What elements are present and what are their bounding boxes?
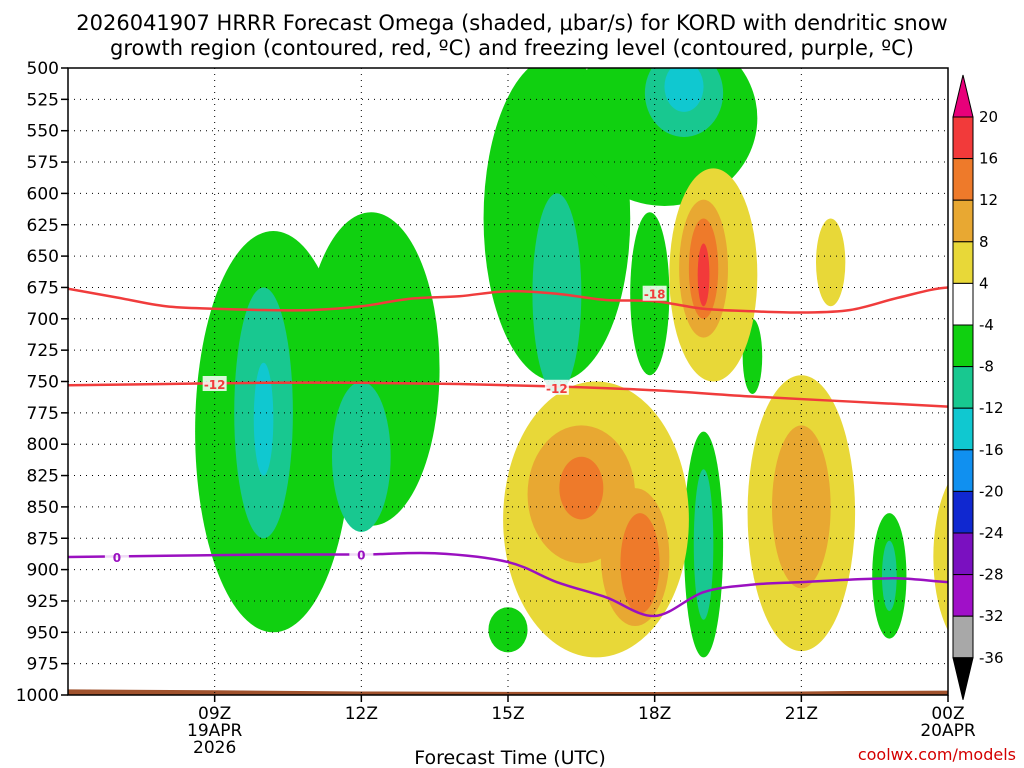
chart-title-line-1: 2026041907 HRRR Forecast Omega (shaded, … <box>76 11 947 35</box>
omega-region-neg12 <box>664 68 704 112</box>
y-tick-label: 625 <box>27 216 59 236</box>
x-tick-label: 00Z <box>931 704 964 724</box>
y-tick-label: 650 <box>27 247 59 267</box>
colorbar-segment <box>952 324 974 368</box>
x-tick-label: 20APR <box>920 721 976 741</box>
omega-colorbar: 20 16 12 8 4 -4 -8 -12 -16 -20 -24 -28 -32 -36 <box>952 74 1004 700</box>
temperature-contours: -18 -12 -12 0 0 <box>68 285 948 618</box>
contour-label-dgz-top: -18 <box>644 288 666 302</box>
x-axis-label: Forecast Time (UTC) <box>414 747 605 768</box>
colorbar-label: -36 <box>979 649 1004 667</box>
colorbar-label: -24 <box>979 524 1004 542</box>
pressure-axis: 500 525 550 575 600 625 650 675 700 725 750 775 800 8… <box>16 59 68 706</box>
y-tick-label: 875 <box>27 529 59 549</box>
y-tick-label: 550 <box>27 122 59 142</box>
omega-region-pos4 <box>816 218 846 307</box>
omega-shading <box>195 68 948 658</box>
y-tick-label: 950 <box>27 623 59 643</box>
credit-text: coolwx.com/models <box>858 745 1016 764</box>
contour-label-bg <box>349 546 374 562</box>
colorbar-segment <box>952 532 974 576</box>
colorbar-segment <box>952 241 974 284</box>
colorbar-label: 4 <box>979 274 989 292</box>
colorbar-segment <box>952 615 974 659</box>
y-tick-label: 725 <box>27 341 59 361</box>
colorbar-segment <box>952 282 974 326</box>
omega-region-pos12 <box>620 513 660 614</box>
contour-label-dgz-bottom: -12 <box>546 382 568 396</box>
contour-label-bg <box>642 285 667 301</box>
y-tick-label: 800 <box>27 435 59 455</box>
y-tick-label: 975 <box>27 655 59 675</box>
omega-region-neg4 <box>488 607 528 653</box>
contour-label-freezing-level: 0 <box>357 549 365 563</box>
colorbar-segment <box>952 366 974 409</box>
y-tick-label: 675 <box>27 278 59 298</box>
contour-freezing-level <box>68 551 948 618</box>
contour-label-bg <box>104 549 129 565</box>
y-tick-label: 575 <box>27 153 59 173</box>
y-tick-label: 1000 <box>16 686 59 706</box>
contour-label-bg <box>202 376 227 392</box>
colorbar-label: 12 <box>979 191 998 209</box>
omega-region-neg12 <box>253 362 274 476</box>
contour-label-freezing-level: 0 <box>113 551 121 565</box>
y-tick-label: 600 <box>27 184 59 204</box>
contour-dgz-top <box>68 286 948 314</box>
x-tick-label: 2026 <box>193 738 236 758</box>
colorbar-segment <box>952 116 974 160</box>
colorbar-label: 8 <box>979 233 989 251</box>
omega-region-neg8 <box>693 469 714 620</box>
contour-label-dgz-bottom: -12 <box>204 378 226 392</box>
grid-lines <box>68 68 948 695</box>
colorbar-bottom-arrow <box>952 657 974 700</box>
colorbar-segment <box>952 158 974 201</box>
colorbar-label: -32 <box>979 607 1004 625</box>
y-tick-label: 850 <box>27 498 59 518</box>
colorbar-label: -8 <box>979 358 994 376</box>
omega-region-pos12 <box>559 456 604 520</box>
y-tick-label: 750 <box>27 373 59 393</box>
x-tick-label: 12Z <box>345 704 378 724</box>
colorbar-segment <box>952 199 974 243</box>
y-tick-label: 700 <box>27 310 59 330</box>
omega-region-pos4 <box>933 483 948 631</box>
colorbar-segment <box>952 449 974 492</box>
colorbar-segment <box>952 490 974 534</box>
colorbar-segment <box>952 574 974 617</box>
y-tick-label: 825 <box>27 467 59 487</box>
colorbar-label: -28 <box>979 566 1004 584</box>
y-tick-label: 925 <box>27 592 59 612</box>
omega-region-neg8 <box>332 381 391 532</box>
colorbar-segment <box>952 407 974 451</box>
colorbar-label: -16 <box>979 441 1004 459</box>
colorbar-label: -4 <box>979 316 994 334</box>
x-tick-label: 21Z <box>785 704 818 724</box>
colorbar-label: -20 <box>979 482 1004 500</box>
x-tick-label: 15Z <box>491 704 524 724</box>
y-tick-label: 775 <box>27 404 59 424</box>
y-tick-label: 900 <box>27 561 59 581</box>
omega-region-neg8 <box>882 540 897 611</box>
colorbar-label: 16 <box>979 150 998 168</box>
x-tick-label: 18Z <box>638 704 671 724</box>
colorbar-label: -12 <box>979 399 1004 417</box>
colorbar-label: 20 <box>979 108 998 126</box>
x-tick-label: 19APR <box>187 721 243 741</box>
chart-title-line-2: growth region (contoured, red, ºC) and f… <box>110 36 914 60</box>
omega-region-pos16 <box>697 243 710 307</box>
y-tick-label: 500 <box>27 59 59 79</box>
colorbar-top-arrow <box>952 74 974 118</box>
y-tick-label: 525 <box>27 90 59 110</box>
contour-label-bg <box>544 379 569 395</box>
x-tick-label: 09Z <box>198 704 231 724</box>
